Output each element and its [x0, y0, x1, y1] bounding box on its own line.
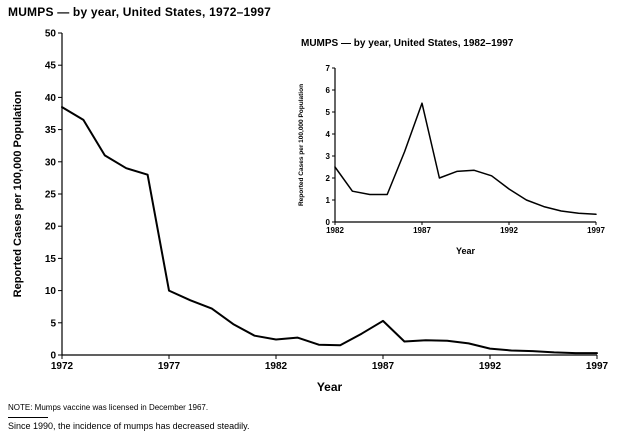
x-tick-label: 1987	[413, 226, 431, 235]
x-tick-label: 1997	[587, 226, 605, 235]
y-tick-label: 0	[50, 351, 56, 362]
vaccine-license-note: NOTE: Mumps vaccine was licensed in Dece…	[8, 403, 209, 412]
y-tick-label: 10	[45, 286, 57, 297]
y-axis-label: Reported Cases per 100,000 Population	[12, 90, 24, 297]
y-tick-label: 20	[45, 222, 57, 233]
inset-chart-data-line	[334, 102, 597, 216]
y-tick-label: 1	[326, 196, 331, 205]
y-tick-label: 5	[50, 318, 56, 329]
inset-chart-title: MUMPS — by year, United States, 1982–199…	[301, 38, 514, 49]
y-tick-label: 35	[45, 125, 57, 136]
y-tick-label: 3	[326, 152, 331, 161]
x-tick-label: 1992	[500, 226, 518, 235]
x-tick-label: 1982	[265, 361, 288, 372]
x-tick-label: 1997	[586, 361, 609, 372]
x-tick-label: 1977	[158, 361, 181, 372]
main-chart-title: MUMPS — by year, United States, 1972–199…	[8, 5, 271, 19]
y-tick-label: 5	[326, 108, 331, 117]
main-chart-data-line	[61, 106, 598, 355]
y-tick-label: 15	[45, 254, 57, 265]
x-tick-label: 1992	[479, 361, 502, 372]
x-tick-label: 1987	[372, 361, 395, 372]
x-axis-label: Year	[317, 380, 343, 394]
y-tick-label: 50	[45, 29, 57, 40]
incidence-decrease-note: Since 1990, the incidence of mumps has d…	[8, 421, 250, 431]
y-tick-label: 7	[326, 64, 331, 73]
y-tick-label: 40	[45, 93, 57, 104]
y-tick-label: 45	[45, 61, 57, 72]
x-tick-label: 1982	[326, 226, 344, 235]
y-tick-label: 2	[326, 174, 331, 183]
y-tick-label: 6	[326, 86, 331, 95]
y-tick-label: 4	[326, 130, 331, 139]
inset-chart: 0 1 2 3 4 5 6 7 1982 1987 1992 1997 Reported Cases p…	[298, 64, 605, 256]
x-tick-label: 1972	[51, 361, 74, 372]
y-tick-label: 0	[326, 218, 331, 227]
footnote-divider	[8, 417, 48, 418]
y-tick-label: 30	[45, 157, 57, 168]
x-axis-label: Year	[456, 246, 476, 256]
y-tick-label: 25	[45, 190, 57, 201]
y-axis-label: Reported Cases per 100,000 Population	[298, 84, 305, 206]
